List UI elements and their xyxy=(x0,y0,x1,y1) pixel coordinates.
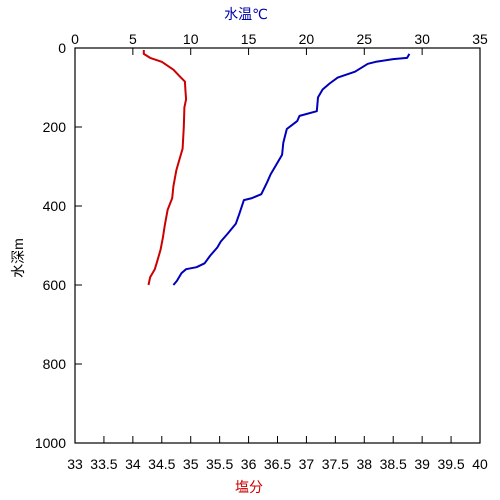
temp-axis-title: 水温℃ xyxy=(224,6,268,22)
tick-marks xyxy=(74,47,481,444)
temp-tick-label: 0 xyxy=(71,31,79,47)
depth-tick-label: 1000 xyxy=(35,435,66,451)
temp-tick-label: 5 xyxy=(129,31,137,47)
salinity-tick-label: 38.5 xyxy=(380,456,407,472)
temp-tick-label: 15 xyxy=(241,31,257,47)
temp-tick-label: 20 xyxy=(299,31,315,47)
salinity-profile-line xyxy=(142,50,188,286)
temp-tick-label: 25 xyxy=(356,31,372,47)
temperature-profile-line xyxy=(172,53,411,286)
temp-tick-label: 35 xyxy=(472,31,488,47)
depth-tick-label: 800 xyxy=(43,356,67,372)
depth-tick-label: 400 xyxy=(43,198,67,214)
salinity-tick-label: 33.5 xyxy=(90,456,117,472)
salinity-tick-label: 37 xyxy=(299,456,315,472)
temp-tick-label: 10 xyxy=(183,31,199,47)
tick-labels: 0 5 10 15 20 25 30 35 33 33.5 34 34.5 35 35.5 36 36.5 37… xyxy=(35,31,488,472)
depth-axis-title: 水深m xyxy=(10,238,26,278)
salinity-tick-label: 39 xyxy=(414,456,430,472)
salinity-tick-label: 36 xyxy=(241,456,257,472)
salinity-tick-label: 35 xyxy=(183,456,199,472)
salinity-tick-label: 34 xyxy=(125,456,141,472)
salinity-tick-label: 38 xyxy=(356,456,372,472)
temp-tick-label: 30 xyxy=(414,31,430,47)
depth-tick-label: 600 xyxy=(43,277,67,293)
series-layer xyxy=(142,50,411,286)
salinity-tick-label: 35.5 xyxy=(206,456,233,472)
salinity-tick-label: 36.5 xyxy=(264,456,291,472)
depth-tick-label: 0 xyxy=(58,40,66,56)
salinity-tick-label: 39.5 xyxy=(437,456,464,472)
salinity-tick-label: 34.5 xyxy=(148,456,175,472)
plot-frame xyxy=(74,47,481,444)
salinity-tick-label: 37.5 xyxy=(322,456,349,472)
depth-tick-label: 200 xyxy=(43,119,67,135)
salinity-tick-label: 33 xyxy=(67,456,83,472)
salinity-axis-title: 塩分 xyxy=(235,479,263,495)
salinity-tick-label: 40 xyxy=(472,456,488,472)
